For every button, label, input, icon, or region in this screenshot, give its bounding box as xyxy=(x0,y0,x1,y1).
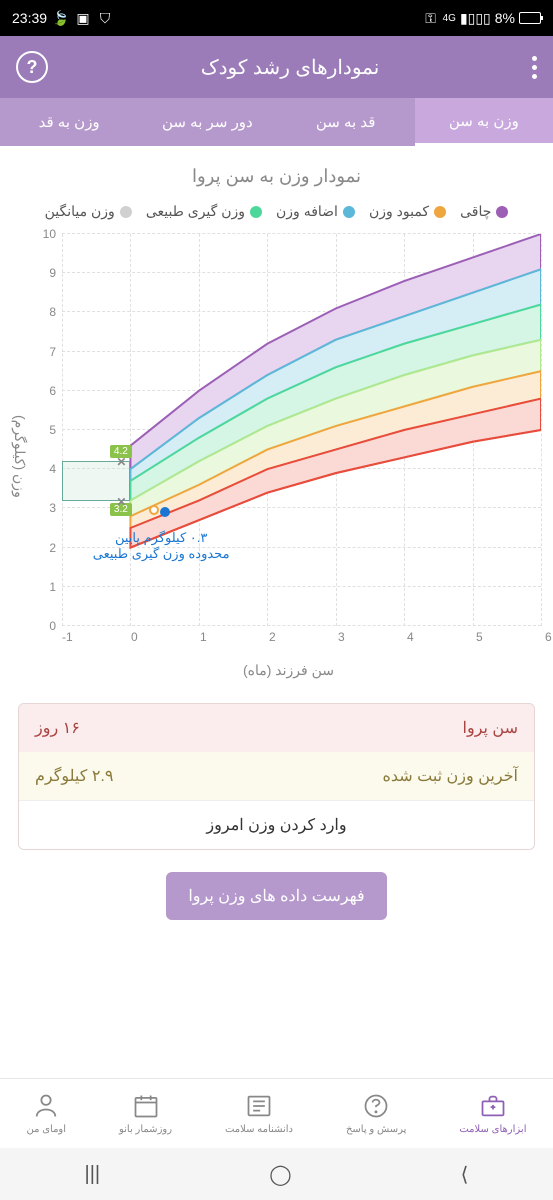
bottom-nav: اومای من روزشمار بانو دانشنامه سلامت پرسش و… xyxy=(0,1078,553,1148)
vpn-icon: ⚿ xyxy=(423,10,439,26)
boxplot-x-icon: ✕ xyxy=(116,455,126,469)
app-icon: ▣ xyxy=(75,10,91,26)
chart-container: نمودار وزن به سن پروا چاقی کمبود وزن اضافه… xyxy=(0,146,553,689)
tabs: وزن به سن قد به سن دور سر به سن وزن به ق… xyxy=(0,98,553,146)
legend-dot-icon xyxy=(434,206,446,218)
nav-item-calendar[interactable]: روزشمار بانو xyxy=(119,1092,172,1135)
info-section: سن پروا ۱۶ روز آخرین وزن ثبت شده ۲.۹ کیل… xyxy=(0,689,553,934)
nav-item-user[interactable]: اومای من xyxy=(26,1092,66,1135)
y-axis-label: وزن (کیلوگرم) xyxy=(8,234,32,679)
leaf-icon: 🍃 xyxy=(53,10,69,26)
nav-item-qa[interactable]: پرسش و پاسخ xyxy=(346,1092,406,1135)
news-icon xyxy=(245,1092,273,1120)
enter-weight-row[interactable]: وارد کردن وزن امروز xyxy=(19,800,534,849)
status-bar: 23:39 🍃 ▣ ⛉ ⚿ 4G ▮▯▯▯ 8% xyxy=(0,0,553,36)
recents-button[interactable]: ||| xyxy=(85,1163,101,1186)
chart-svg: 4.23.2✕✕۰.۳ کیلوگرم پایینمحدوده وزن گیری… xyxy=(62,234,541,626)
back-button[interactable]: ⟨ xyxy=(461,1162,469,1187)
nav-item-toolkit[interactable]: ابزارهای سلامت xyxy=(459,1092,526,1135)
legend-item: وزن میانگین xyxy=(45,203,132,220)
plot-area[interactable]: 012345678910 4.23.2✕✕۰.۳ کیلوگرم پایینمح… xyxy=(32,234,545,654)
tab-height-age[interactable]: قد به سن xyxy=(277,98,415,146)
shield-icon: ⛉ xyxy=(97,10,113,26)
legend-dot-icon xyxy=(343,206,355,218)
legend-item: کمبود وزن xyxy=(369,203,446,220)
chart-annotation: ۰.۳ کیلوگرم پایینمحدوده وزن گیری طبیعی xyxy=(93,530,230,562)
legend-dot-icon xyxy=(250,206,262,218)
legend-item: وزن گیری طبیعی xyxy=(146,203,262,220)
status-time: 23:39 xyxy=(12,10,47,26)
data-point xyxy=(160,507,170,517)
network-label: 4G xyxy=(443,13,456,24)
chart-legend: چاقی کمبود وزن اضافه وزن وزن گیری طبیعی وزن … xyxy=(8,203,545,220)
tab-weight-age[interactable]: وزن به سن xyxy=(415,98,553,146)
legend-item: چاقی xyxy=(460,203,508,220)
legend-item: اضافه وزن xyxy=(276,203,355,220)
battery-percent: 8% xyxy=(495,10,515,26)
signal-icon: ▮▯▯▯ xyxy=(460,10,491,27)
menu-icon[interactable] xyxy=(532,56,537,79)
info-age-row: سن پروا ۱۶ روز xyxy=(19,704,534,752)
boxplot-x-icon: ✕ xyxy=(116,495,126,509)
battery-icon xyxy=(519,12,541,24)
chart-title: نمودار وزن به سن پروا xyxy=(8,166,545,187)
user-icon xyxy=(32,1092,60,1120)
toolkit-icon xyxy=(479,1092,507,1120)
calendar-icon xyxy=(132,1092,160,1120)
enter-weight-label: وارد کردن وزن امروز xyxy=(206,815,346,835)
weight-value: ۲.۹ کیلوگرم xyxy=(35,766,113,786)
legend-dot-icon xyxy=(496,206,508,218)
page-title: نمودارهای رشد کودک xyxy=(201,55,380,80)
nav-item-news[interactable]: دانشنامه سلامت xyxy=(225,1092,293,1135)
tab-head-age[interactable]: دور سر به سن xyxy=(138,98,276,146)
home-button[interactable]: ◯ xyxy=(269,1162,291,1187)
y-axis: 012345678910 xyxy=(32,234,62,626)
age-label: سن پروا xyxy=(463,718,518,738)
age-value: ۱۶ روز xyxy=(35,718,80,738)
tab-weight-height[interactable]: وزن به قد xyxy=(0,98,138,146)
info-weight-row: آخرین وزن ثبت شده ۲.۹ کیلوگرم xyxy=(19,752,534,800)
data-point xyxy=(149,505,159,515)
x-axis-label: سن فرزند (ماه) xyxy=(32,662,545,679)
weight-label: آخرین وزن ثبت شده xyxy=(382,766,518,786)
system-nav: ||| ◯ ⟨ xyxy=(0,1148,553,1200)
help-icon[interactable]: ? xyxy=(16,51,48,83)
data-list-button[interactable]: فهرست داده های وزن پروا xyxy=(166,872,386,920)
legend-dot-icon xyxy=(120,206,132,218)
qa-icon xyxy=(362,1092,390,1120)
x-axis: -10123456 xyxy=(62,630,545,654)
app-header: نمودارهای رشد کودک ? xyxy=(0,36,553,98)
